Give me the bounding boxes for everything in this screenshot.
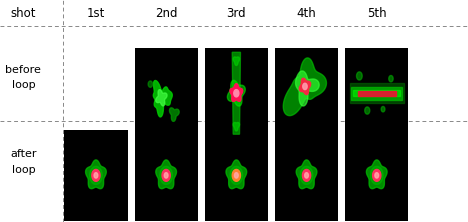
Bar [275,48,338,139]
Text: shot: shot [11,7,36,20]
Text: 3rd: 3rd [227,7,246,20]
Bar [275,130,338,221]
Text: 4th: 4th [297,7,316,20]
Text: 5th: 5th [367,7,387,20]
Bar [205,130,268,221]
Text: loop: loop [12,80,35,91]
Text: loop: loop [12,165,35,175]
Bar [345,130,409,221]
Bar [135,130,198,221]
Text: before: before [6,65,41,75]
Bar [65,130,127,221]
Bar [205,48,268,139]
Text: 1st: 1st [87,7,105,20]
Text: 2nd: 2nd [155,7,177,20]
Text: after: after [10,149,37,159]
Bar [345,48,409,139]
Bar [135,48,198,139]
